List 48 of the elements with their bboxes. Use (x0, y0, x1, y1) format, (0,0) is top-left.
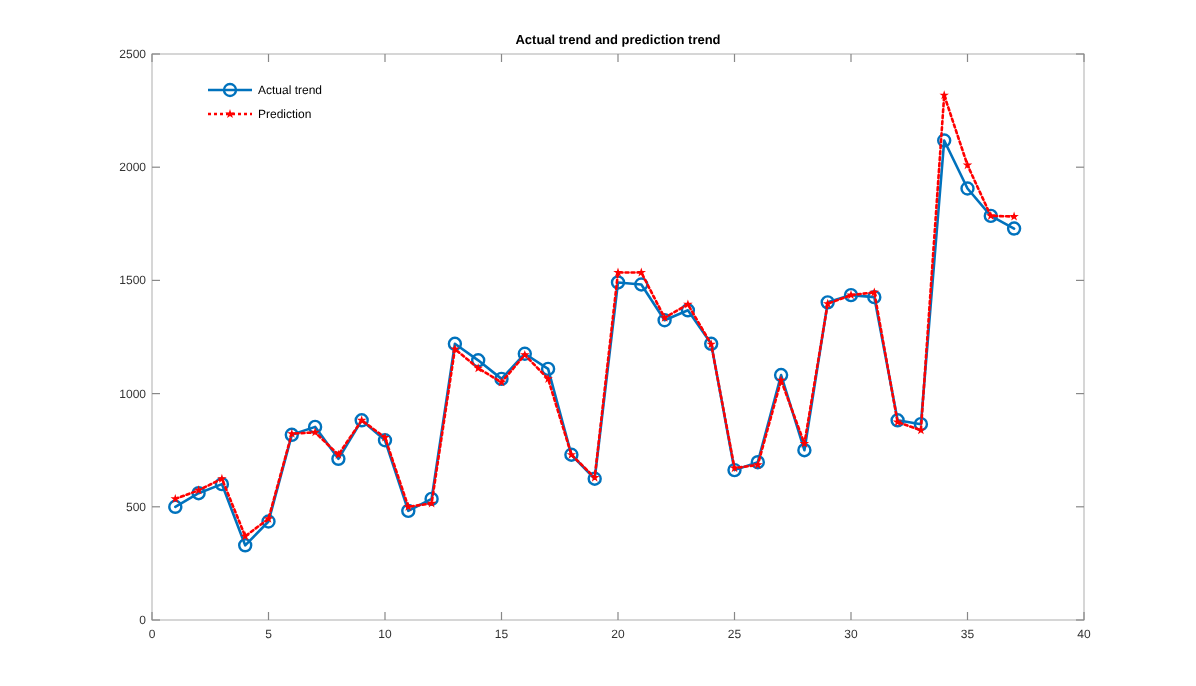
point (613, 267, 623, 277)
point (473, 363, 483, 373)
point (401, 503, 416, 519)
point (193, 485, 204, 495)
point (447, 336, 463, 351)
point (634, 277, 649, 292)
point (683, 299, 693, 309)
point (217, 473, 227, 483)
point (331, 451, 346, 466)
point (1009, 211, 1019, 221)
point (214, 476, 230, 492)
point (543, 373, 553, 383)
point (450, 344, 460, 354)
point (657, 313, 672, 328)
point (263, 513, 274, 523)
point (261, 514, 276, 529)
point (799, 438, 810, 448)
point (377, 433, 393, 448)
point (170, 493, 181, 503)
point (869, 287, 880, 297)
point (238, 538, 253, 553)
point (307, 419, 323, 435)
point (540, 361, 556, 377)
point (494, 371, 509, 387)
point (636, 267, 647, 277)
point (939, 90, 949, 100)
point (240, 531, 250, 541)
point (960, 181, 975, 196)
point (496, 377, 507, 387)
point (797, 443, 812, 458)
point (380, 432, 390, 442)
point (773, 367, 789, 383)
point (867, 289, 882, 305)
point (471, 353, 486, 368)
point (168, 499, 183, 514)
point (424, 491, 439, 507)
point (310, 427, 320, 437)
point (913, 416, 929, 432)
point (333, 449, 344, 459)
point (962, 160, 973, 170)
point (937, 133, 952, 148)
point (1006, 221, 1022, 236)
point (659, 312, 670, 322)
point (191, 486, 206, 501)
point (610, 275, 626, 290)
point (729, 463, 740, 473)
point (680, 303, 696, 318)
point (727, 462, 742, 478)
